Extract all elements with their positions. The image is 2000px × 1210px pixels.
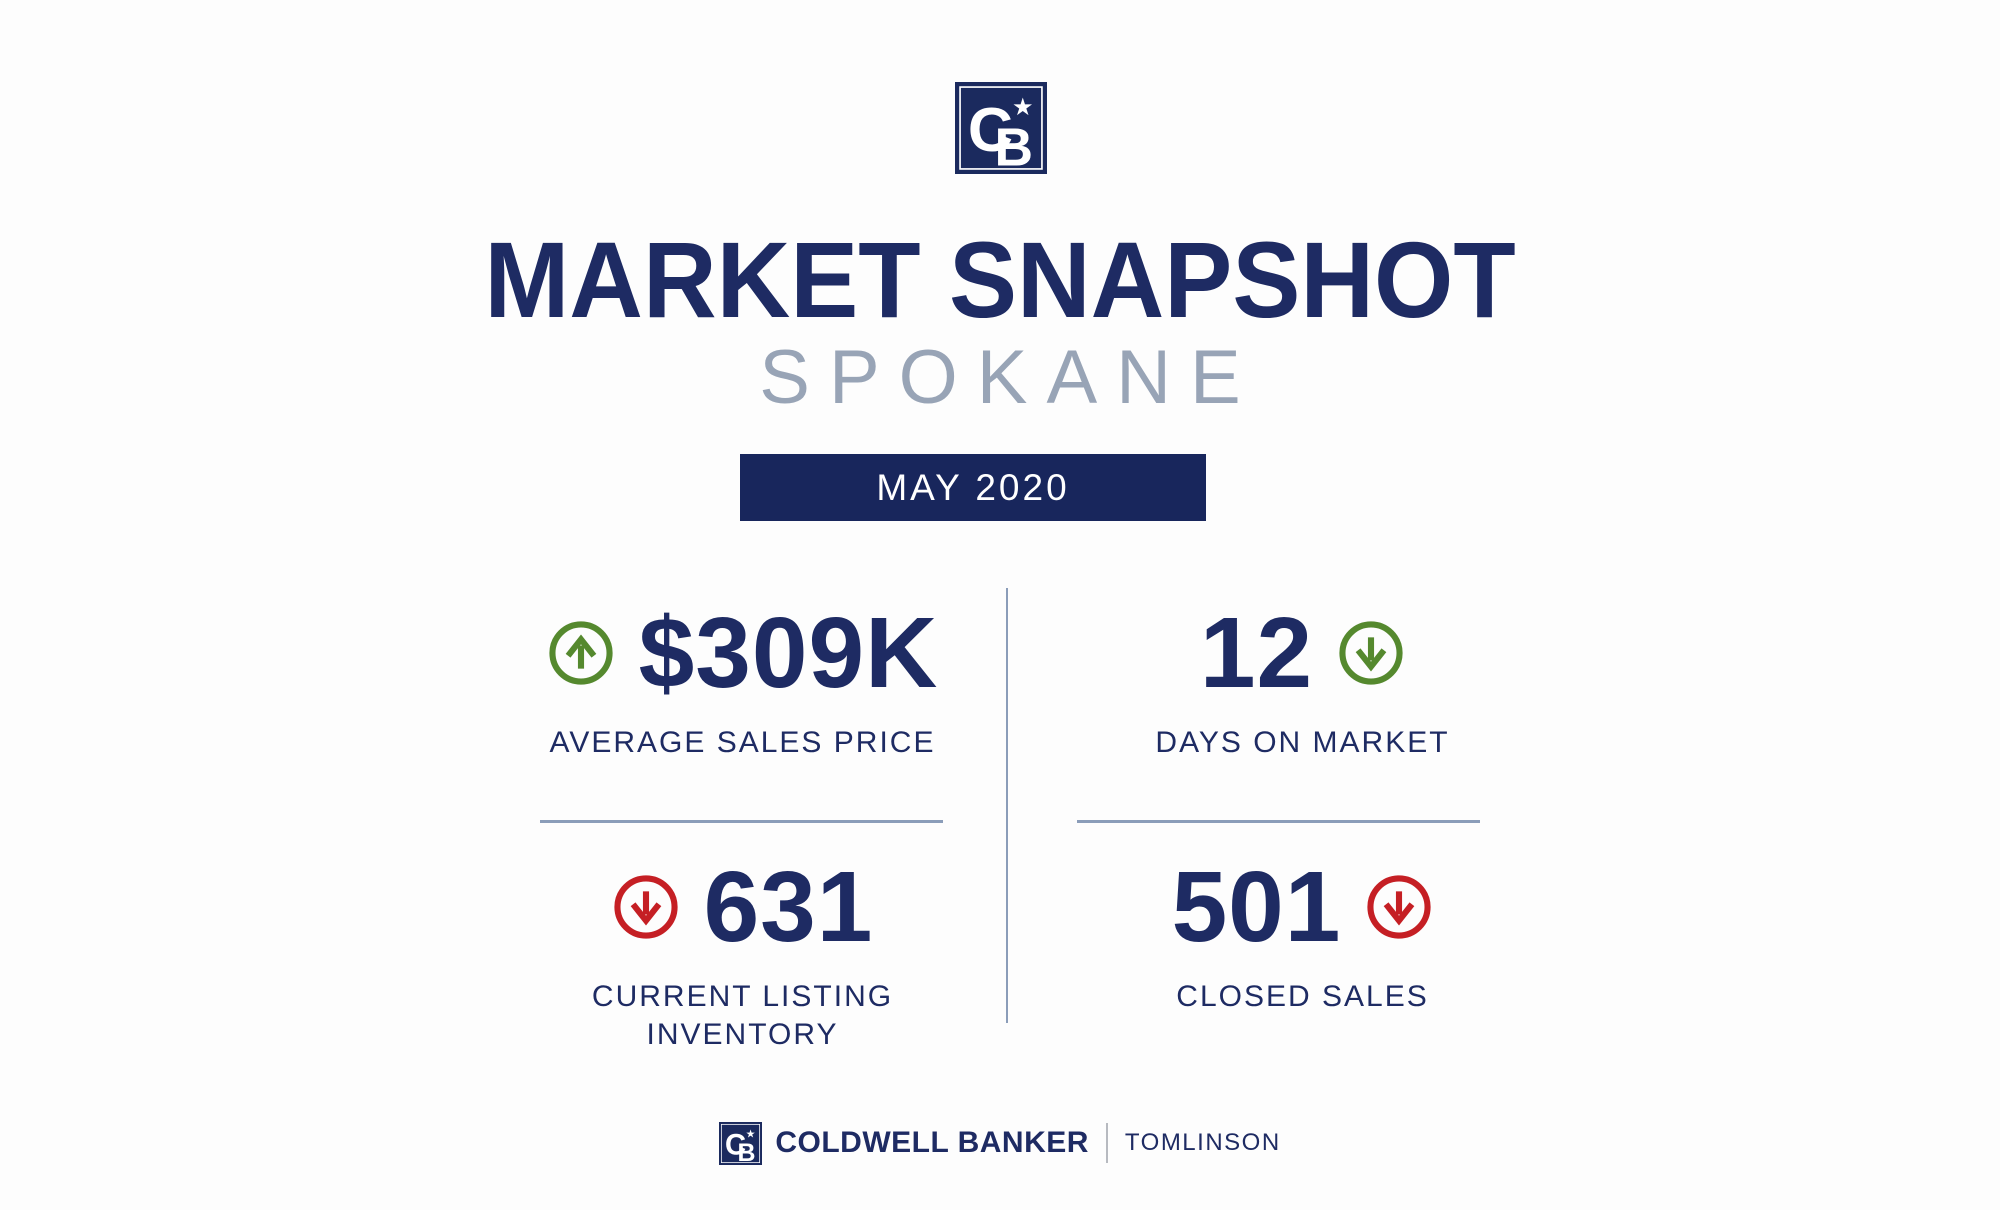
logo-letter-c: C bbox=[725, 1129, 746, 1161]
footer-divider bbox=[1105, 1123, 1108, 1163]
stat-label: CLOSED SALES bbox=[1176, 980, 1429, 1013]
stat-value: $309K bbox=[638, 597, 939, 709]
stat-label: AVERAGE SALES PRICE bbox=[549, 726, 936, 759]
stat-label: CURRENT LISTING INVENTORY bbox=[591, 980, 894, 1051]
coldwell-banker-logo-small-icon: C B ★ bbox=[719, 1121, 763, 1165]
stat-days-on-market: 12 DAYS ON MARKET bbox=[1010, 598, 1595, 762]
footer-division-name: TOMLINSON bbox=[1124, 1129, 1281, 1156]
logo-letter-b: B bbox=[995, 119, 1034, 174]
down-arrow-icon bbox=[613, 875, 678, 939]
divider-horizontal-right bbox=[1077, 820, 1480, 823]
down-arrow-icon bbox=[1367, 875, 1432, 939]
logo-letter-b: B bbox=[738, 1139, 756, 1165]
up-arrow-icon bbox=[549, 621, 613, 685]
stat-average-sales-price: $309K AVERAGE SALES PRICE bbox=[480, 598, 1005, 762]
divider-horizontal-left bbox=[540, 820, 943, 823]
logo-star-icon: ★ bbox=[746, 1128, 756, 1140]
divider-vertical bbox=[1006, 588, 1008, 1023]
logo-letter-c: C bbox=[968, 95, 1013, 165]
stat-value: 12 bbox=[1199, 597, 1314, 709]
logo-star-icon: ★ bbox=[1012, 94, 1033, 121]
stat-value: 631 bbox=[703, 851, 874, 963]
stat-value: 501 bbox=[1171, 851, 1342, 963]
footer-brand-name: COLDWELL BANKER bbox=[775, 1126, 1089, 1159]
stat-current-listing-inventory: 631 CURRENT LISTING INVENTORY bbox=[480, 852, 1005, 1053]
period-banner: MAY 2020 bbox=[740, 454, 1206, 521]
down-arrow-icon bbox=[1339, 621, 1403, 685]
page-subtitle: SPOKANE bbox=[759, 335, 1260, 420]
page-title: MARKET SNAPSHOT bbox=[484, 219, 1516, 341]
stat-label: DAYS ON MARKET bbox=[1155, 726, 1450, 759]
stat-closed-sales: 501 CLOSED SALES bbox=[1010, 852, 1595, 1016]
footer: C B ★ COLDWELL BANKER TOMLINSON bbox=[0, 1118, 2000, 1168]
coldwell-banker-logo-icon: C B ★ bbox=[955, 82, 1047, 174]
